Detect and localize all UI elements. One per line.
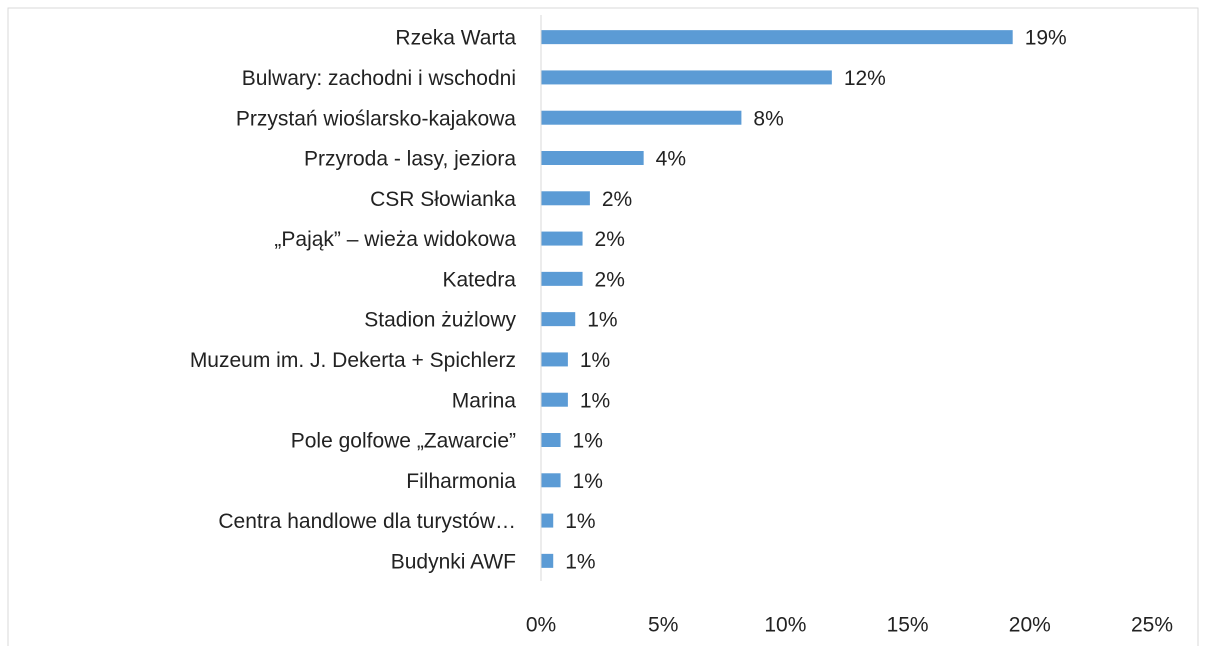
- bar: [541, 513, 554, 528]
- y-tick-label: Centra handlowe dla turystów…: [218, 510, 516, 533]
- value-label: 1%: [565, 510, 595, 533]
- y-tick-label: Budynki AWF: [391, 550, 516, 573]
- bar: [541, 433, 561, 447]
- x-tick-label: 5%: [648, 614, 678, 637]
- bar: [541, 110, 742, 125]
- value-label: 1%: [587, 309, 617, 332]
- value-label: 8%: [753, 107, 783, 130]
- x-tick-label: 20%: [1009, 614, 1051, 637]
- value-label: 4%: [656, 148, 686, 171]
- bar: [541, 70, 832, 85]
- value-label: 2%: [595, 228, 625, 251]
- bar: [541, 352, 568, 367]
- y-tick-label: „Pająk” – wieża widokowa: [274, 228, 516, 251]
- bar: [541, 271, 583, 286]
- value-label: 1%: [580, 349, 610, 372]
- bar: [541, 30, 1013, 45]
- y-tick-label: CSR Słowianka: [370, 188, 516, 211]
- bar: [541, 191, 590, 206]
- x-tick-label: 0%: [526, 614, 556, 637]
- y-tick-label: Marina: [452, 389, 517, 412]
- y-tick-label: Przyroda - lasy, jeziora: [304, 148, 516, 171]
- y-tick-label: Stadion żużlowy: [364, 309, 516, 332]
- bar: [541, 553, 554, 568]
- bar: [541, 473, 561, 488]
- chart-frame: [7, 7, 1199, 646]
- x-tick-label: 10%: [764, 614, 806, 637]
- value-label: 1%: [573, 430, 603, 453]
- value-label: 1%: [565, 550, 595, 573]
- x-tick-label: 15%: [887, 614, 929, 637]
- y-tick-label: Przystań wioślarsko-kajakowa: [236, 107, 516, 130]
- bar: [541, 312, 576, 327]
- y-tick-label: Pole golfowe „Zawarcie”: [291, 430, 516, 453]
- value-label: 2%: [602, 188, 632, 211]
- value-label: 1%: [580, 389, 610, 412]
- y-tick-label: Katedra: [442, 268, 516, 291]
- bar: [541, 231, 583, 246]
- value-label: 19%: [1025, 27, 1067, 50]
- value-label: 2%: [595, 268, 625, 291]
- y-tick-label: Muzeum im. J. Dekerta + Spichlerz: [190, 349, 516, 372]
- bar: [541, 151, 644, 165]
- value-label: 12%: [844, 67, 886, 90]
- bar: [541, 392, 568, 407]
- y-tick-label: Rzeka Warta: [395, 27, 516, 50]
- x-tick-label: 25%: [1131, 614, 1173, 637]
- y-tick-label: Bulwary: zachodni i wschodni: [242, 67, 516, 90]
- y-tick-label: Filharmonia: [406, 470, 516, 493]
- value-label: 1%: [573, 470, 603, 493]
